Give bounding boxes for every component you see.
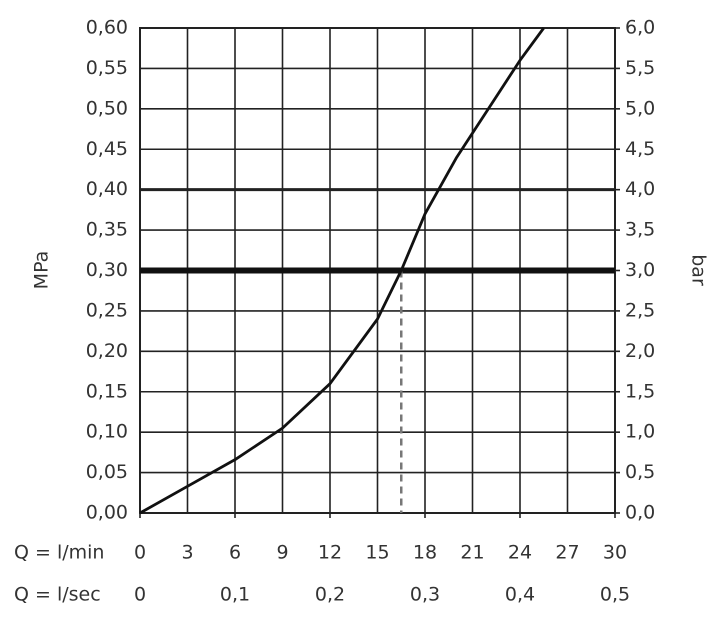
y-tick-label: 0,45 xyxy=(86,138,128,160)
y2-tick-label: 1,5 xyxy=(625,380,655,402)
x-tick-label: 12 xyxy=(318,542,342,564)
y2-tick-label: 2,0 xyxy=(625,340,655,362)
x-tick-label: 24 xyxy=(508,542,532,564)
x-tick-label: 3 xyxy=(181,542,193,564)
curve xyxy=(139,27,545,515)
x-tick-label: 21 xyxy=(460,542,484,564)
x2-tick-label: 0,2 xyxy=(315,584,345,606)
y-tick-label: 0,25 xyxy=(86,299,128,321)
y2-tick-label: 5,0 xyxy=(625,97,655,119)
y2-tick-label: 3,5 xyxy=(625,219,655,241)
x-tick-label: 9 xyxy=(276,542,288,564)
y2-tick-label: 4,0 xyxy=(625,178,655,200)
x2-tick-label: 0,1 xyxy=(220,584,250,606)
y-tick-label: 0,15 xyxy=(86,380,128,402)
y-tick-label: 0,35 xyxy=(86,219,128,241)
y-tick-label: 0,50 xyxy=(86,97,128,119)
y-tick-label: 0,10 xyxy=(86,421,128,443)
x2-tick-label: 0 xyxy=(134,584,146,606)
x-tick-label: 6 xyxy=(229,542,241,564)
y-tick-label: 0,20 xyxy=(86,340,128,362)
x2-tick-label: 0,3 xyxy=(410,584,440,606)
x-tick-label: 0 xyxy=(134,542,146,564)
y2-tick-label: 0,0 xyxy=(625,502,655,524)
y2-tick-label: 2,5 xyxy=(625,299,655,321)
y2-tick-label: 1,0 xyxy=(625,421,655,443)
x2-tick-label: 0,4 xyxy=(505,584,535,606)
y-axis-label: MPa xyxy=(31,251,53,290)
y-tick-label: 0,00 xyxy=(86,502,128,524)
x2-tick-label: 0,5 xyxy=(600,584,630,606)
x-tick-label: 15 xyxy=(365,542,389,564)
x2-axis-label: Q = l/sec xyxy=(14,584,101,606)
y-tick-label: 0,55 xyxy=(86,57,128,79)
y2-tick-label: 4,5 xyxy=(625,138,655,160)
y-tick-label: 0,05 xyxy=(86,461,128,483)
x-tick-label: 18 xyxy=(413,542,437,564)
y-tick-label: 0,60 xyxy=(86,17,128,39)
y2-axis-label: bar xyxy=(688,254,710,286)
x-axis-label: Q = l/min xyxy=(14,542,104,564)
x-tick-label: 27 xyxy=(555,542,579,564)
x-tick-label: 30 xyxy=(603,542,627,564)
y-tick-label: 0,30 xyxy=(86,259,128,281)
y2-tick-label: 6,0 xyxy=(625,17,655,39)
y2-tick-label: 5,5 xyxy=(625,57,655,79)
y-tick-label: 0,40 xyxy=(86,178,128,200)
y2-tick-label: 0,5 xyxy=(625,461,655,483)
y2-tick-label: 3,0 xyxy=(625,259,655,281)
